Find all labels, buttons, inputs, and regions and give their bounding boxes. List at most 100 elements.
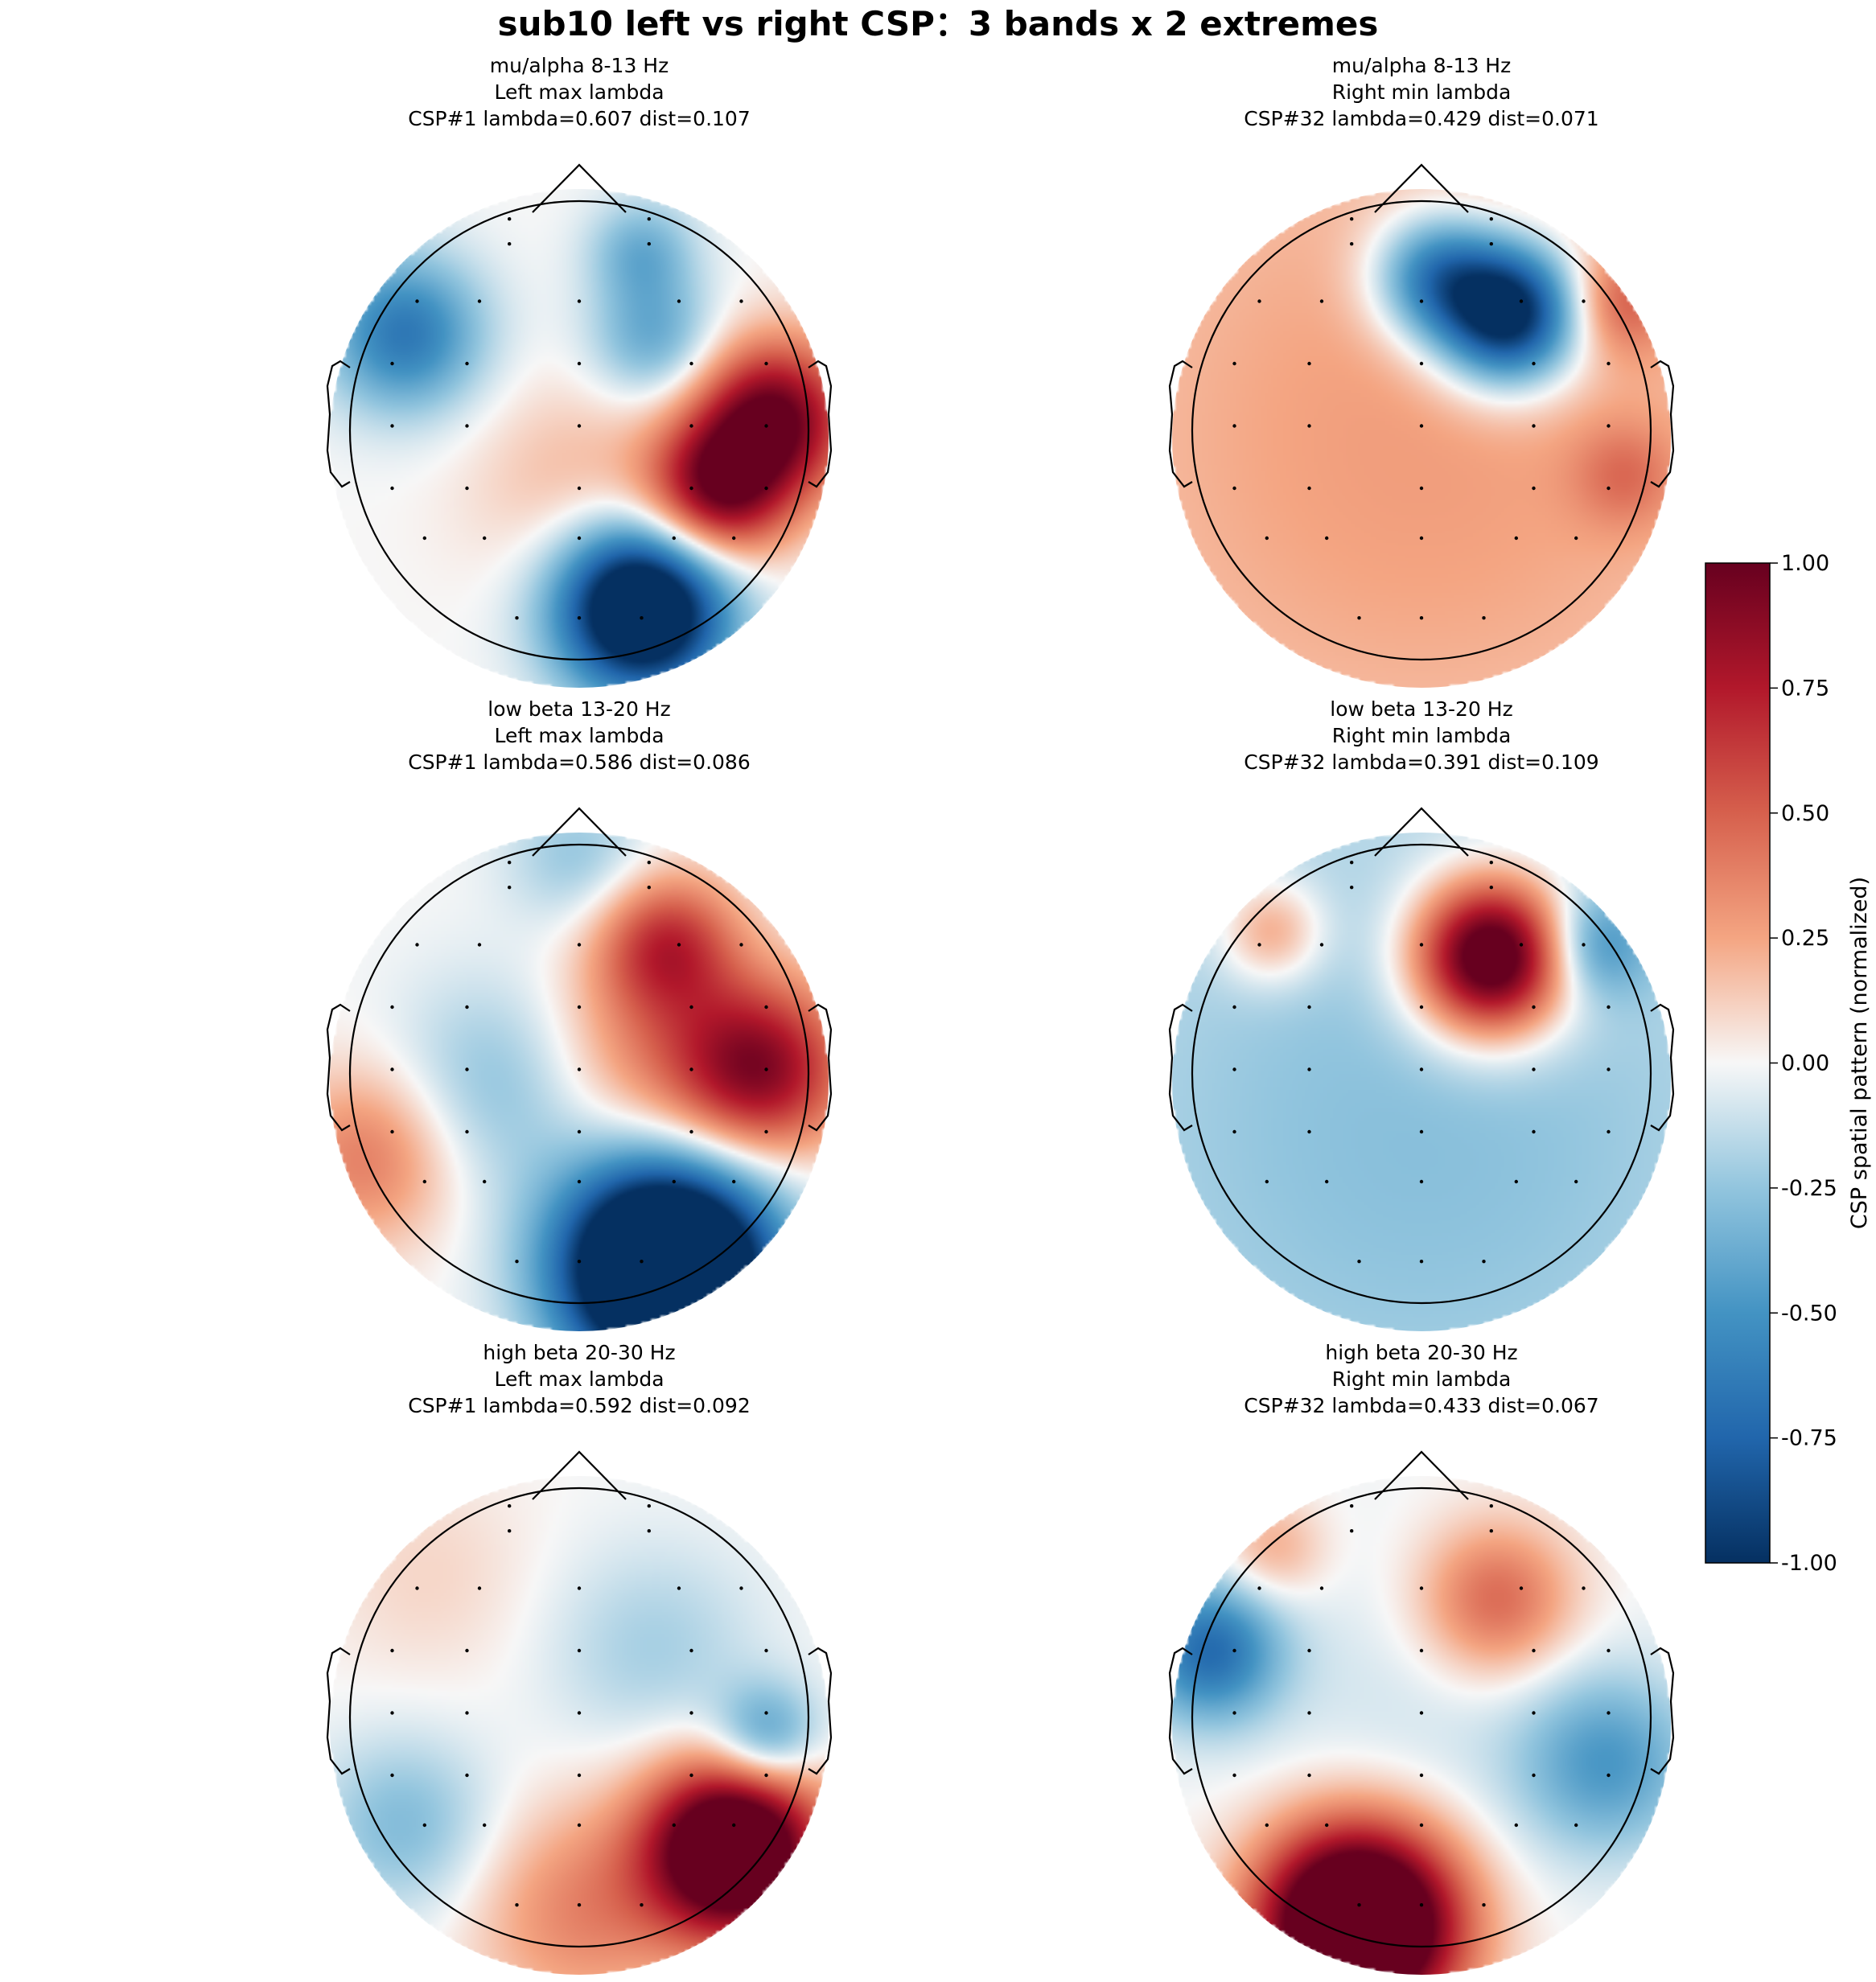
head-outline [1168,163,1675,661]
electrode-marker [1232,424,1236,428]
electrode-marker [1532,1773,1536,1778]
electrode-marker [508,861,512,865]
electrode-marker [1419,1067,1424,1071]
panel-title-line: CSP#32 lambda=0.433 dist=0.067 [1244,1394,1598,1417]
electrode-marker [508,886,512,890]
panel-title: high beta 20-30 Hz Right min lambda CSP#32… [1244,1341,1598,1417]
ear [1650,360,1675,488]
panel-title-line: CSP#1 lambda=0.592 dist=0.092 [408,1394,751,1417]
electrode-marker [1350,886,1354,890]
topomap-panel: mu/alpha 8-13 Hz Left max lambda CSP#1 lam… [326,54,833,688]
electrode-marker [577,1773,582,1778]
electrode-marker [689,1773,693,1778]
electrode-marker [1489,886,1494,890]
electrode-marker [1582,299,1586,303]
electrode-marker [515,616,519,620]
electrode-marker [415,943,419,947]
ear [808,1003,833,1132]
electrode-marker [689,1129,693,1134]
colorbar-tick-label: 0.75 [1781,676,1829,701]
panel-title-line: CSP#32 lambda=0.429 dist=0.071 [1244,107,1598,130]
electrode-marker [577,1260,582,1264]
electrode-marker [1232,1711,1236,1715]
panel-title-line: CSP#1 lambda=0.607 dist=0.107 [408,107,751,130]
colorbar-tick-label: -1.00 [1781,1551,1837,1576]
electrode-marker [1532,361,1536,366]
electrode-marker [477,299,482,303]
electrode-marker [1607,1067,1611,1071]
electrode-marker [1419,943,1424,947]
electrode-marker [1325,1823,1329,1828]
electrode-marker [1319,299,1324,303]
ear [808,1647,833,1775]
electrode-marker [1532,1005,1536,1010]
electrode-marker [477,1586,482,1590]
electrode-marker [508,1529,512,1533]
electrode-marker [1307,1129,1311,1134]
colorbar-gradient [1705,562,1771,1564]
electrode-marker [1265,1179,1269,1184]
electrode-marker [1532,1711,1536,1715]
electrode-marker [390,1773,394,1778]
electrode-marker [677,1586,681,1590]
electrode-marker [647,1529,651,1533]
panel-title-line: Left max lambda [494,1367,664,1391]
panel-title-line: low beta 13-20 Hz [1330,697,1512,721]
electrode-marker [1350,242,1354,246]
electrode-marker [465,1648,469,1653]
electrode-marker [1607,1773,1611,1778]
electrode-marker [1419,486,1424,491]
electrode-marker [1514,1823,1519,1828]
electrode-marker [1582,943,1586,947]
electrode-marker [1319,943,1324,947]
colorbar-label: CSP spatial pattern (normalized) [1847,877,1872,1229]
head-circle [1191,843,1652,1305]
electrode-marker [422,536,426,541]
electrode-marker [1419,1260,1424,1264]
electrode-marker [764,1005,768,1010]
topomap-panel: low beta 13-20 Hz Left max lambda CSP#1 la… [326,697,833,1331]
electrode-marker [1319,1586,1324,1590]
electrode-marker [1307,1067,1311,1071]
electrode-marker [577,1179,582,1184]
electrode-marker [1519,1586,1524,1590]
electrode-marker [764,486,768,491]
panel-title-line: Right min lambda [1332,724,1512,747]
electrode-marker [1350,861,1354,865]
electrode-marker [689,486,693,491]
electrode-marker [1357,1903,1361,1907]
electrode-marker [689,424,693,428]
electrode-marker [1419,1773,1424,1778]
electrode-marker [1532,1129,1536,1134]
electrode-marker [1350,1504,1354,1508]
topomap-panel: high beta 20-30 Hz Left max lambda CSP#1 l… [326,1341,833,1975]
ear [1650,1647,1675,1775]
electrode-marker [732,536,736,541]
head-circle [348,199,810,661]
electrode-marker [640,616,644,620]
electrode-marker [1307,1648,1311,1653]
electrode-marker [677,299,681,303]
electrode-marker [390,1648,394,1653]
electrode-marker [465,1711,469,1715]
electrode-marker [390,486,394,491]
electrode-marker [1419,616,1424,620]
electrode-marker [1419,1179,1424,1184]
electrode-marker [508,242,512,246]
electrode-marker [1607,361,1611,366]
panel-title-line: low beta 13-20 Hz [488,697,670,721]
nose [1374,1450,1469,1500]
ear [326,360,351,488]
electrode-marker [390,1711,394,1715]
colorbar-tick-label: 1.00 [1781,551,1829,576]
nose [532,163,627,213]
electrode-marker [465,424,469,428]
electrode-marker [577,1823,582,1828]
electrode-marker [689,1067,693,1071]
nose [1374,807,1469,857]
electrode-marker [1482,1260,1486,1264]
electrode-marker [764,361,768,366]
electrode-marker [1419,1129,1424,1134]
electrode-marker [1419,1648,1424,1653]
head-circle [348,843,810,1305]
